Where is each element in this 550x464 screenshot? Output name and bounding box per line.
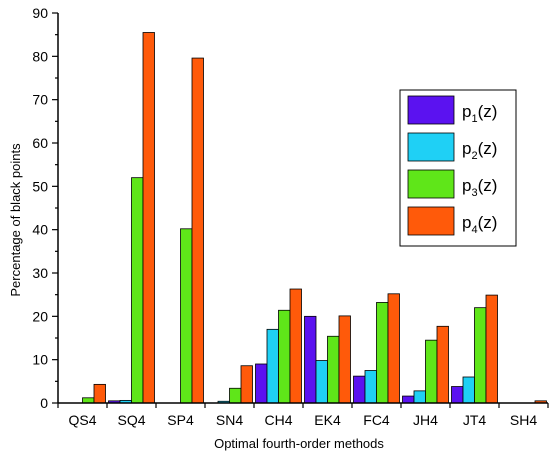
bar-fc4-p2z bbox=[364, 370, 377, 404]
x-tick-label: QS4 bbox=[68, 412, 96, 428]
axes-group: 0 10 20 30 40 50 60 70 80 90 QS4 SQ4 SP4 SN4 CH4 EK4 FC4… bbox=[32, 5, 549, 428]
x-tick-label: FC4 bbox=[363, 412, 390, 428]
bar-ch4-p1z bbox=[255, 363, 268, 404]
bar-ek4-p3z bbox=[327, 335, 340, 404]
legend-swatch bbox=[407, 206, 455, 236]
x-axis-title: Optimal fourth-order methods bbox=[214, 436, 384, 451]
y-tick-label: 10 bbox=[32, 352, 48, 368]
bar-sn4-p3z bbox=[229, 387, 242, 404]
y-tick-label: 30 bbox=[32, 265, 48, 281]
bar-sp4-p4z bbox=[191, 57, 204, 404]
legend-swatch bbox=[407, 132, 455, 162]
bar-jh4-p4z bbox=[436, 325, 449, 404]
x-tick-label: SP4 bbox=[167, 412, 194, 428]
legend: p1(z) p2(z) p3(z) p4(z) bbox=[399, 89, 517, 247]
bar-qs4-p3z bbox=[82, 397, 95, 404]
y-tick-label: 90 bbox=[32, 5, 48, 21]
bar-ek4-p2z bbox=[315, 360, 328, 404]
y-tick-label: 70 bbox=[32, 92, 48, 108]
bar-fc4-p1z bbox=[353, 375, 366, 404]
y-tick-label: 50 bbox=[32, 178, 48, 194]
bar-sq4-p4z bbox=[142, 32, 155, 404]
x-tick-label: SH4 bbox=[510, 412, 537, 428]
bar-jt4-p4z bbox=[485, 294, 498, 404]
bar-ch4-p4z bbox=[289, 288, 302, 404]
bar-jt4-p1z bbox=[451, 386, 464, 404]
x-tick-label: EK4 bbox=[314, 412, 341, 428]
y-tick-label: 40 bbox=[32, 222, 48, 238]
y-tick-label: 0 bbox=[40, 395, 48, 411]
bar-fc4-p4z bbox=[387, 293, 400, 404]
bar-sp4-p3z bbox=[180, 228, 193, 404]
bar-jh4-p3z bbox=[425, 339, 438, 404]
bar-jh4-p2z bbox=[413, 390, 426, 404]
x-tick-label: SN4 bbox=[216, 412, 243, 428]
bar-ek4-p4z bbox=[338, 315, 351, 404]
y-tick-label: 60 bbox=[32, 135, 48, 151]
bar-ch4-p2z bbox=[266, 328, 279, 404]
x-tick-label: JH4 bbox=[413, 412, 438, 428]
bar-qs4-p4z bbox=[93, 383, 106, 404]
legend-label: p3(z) bbox=[462, 176, 497, 199]
bar-fc4-p3z bbox=[376, 302, 389, 404]
legend-label: p1(z) bbox=[462, 102, 497, 125]
bar-sq4-p3z bbox=[131, 177, 144, 404]
bar-jt4-p2z bbox=[462, 376, 475, 404]
x-tick-label: SQ4 bbox=[117, 412, 145, 428]
bar-ch4-p3z bbox=[278, 309, 291, 404]
y-tick-label: 80 bbox=[32, 48, 48, 64]
legend-label: p4(z) bbox=[462, 213, 497, 236]
bar-jh4-p1z bbox=[402, 395, 415, 404]
legend-label: p2(z) bbox=[462, 139, 497, 162]
y-tick-label: 20 bbox=[32, 308, 48, 324]
y-axis-title: Percentage of black points bbox=[8, 143, 23, 297]
bars-group bbox=[82, 32, 547, 404]
legend-swatch bbox=[407, 169, 455, 199]
x-tick-label: JT4 bbox=[463, 412, 487, 428]
bar-jt4-p3z bbox=[474, 307, 487, 404]
legend-swatch bbox=[407, 95, 455, 125]
bar-sn4-p4z bbox=[240, 365, 253, 404]
x-tick-label: CH4 bbox=[264, 412, 292, 428]
bar-ek4-p1z bbox=[304, 315, 317, 404]
